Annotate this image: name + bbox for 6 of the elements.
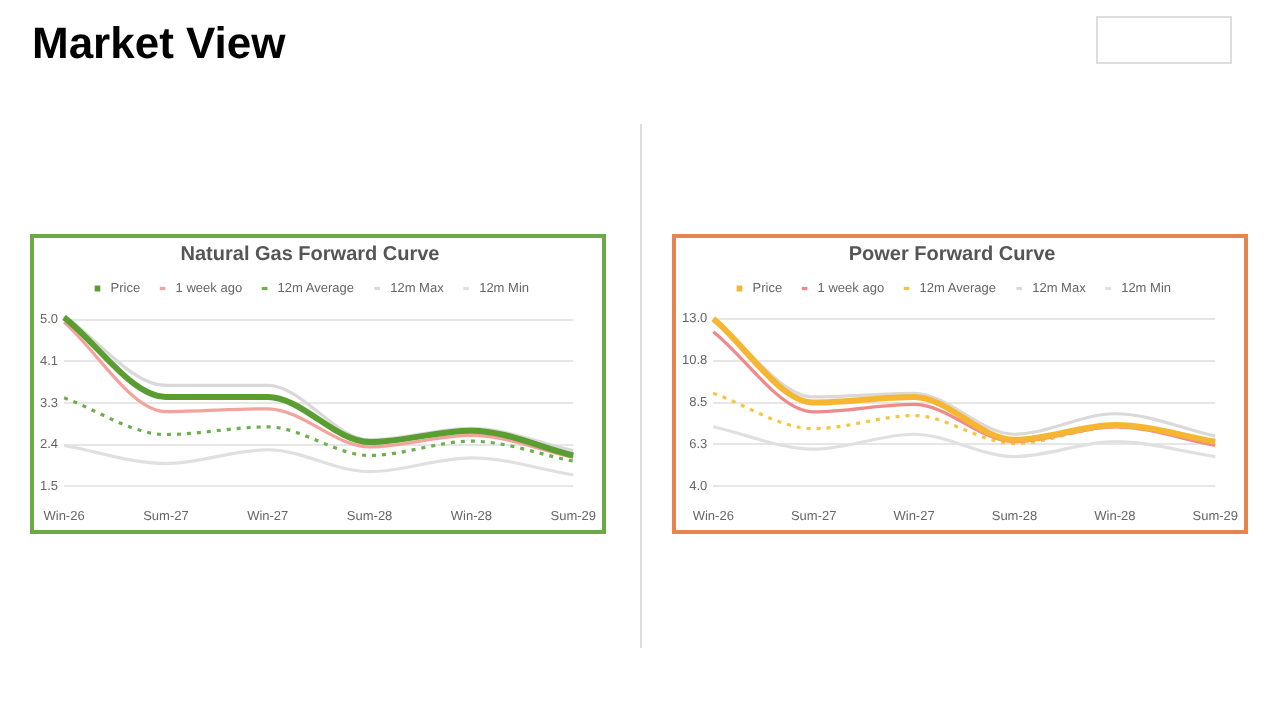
line-series <box>62 443 575 477</box>
line-series <box>62 396 575 463</box>
text: Market View <box>32 18 286 70</box>
line-series <box>711 425 1217 459</box>
chart-title: Power Forward Curve <box>848 243 1057 266</box>
chart-title: Natural Gas Forward Curve <box>180 243 441 266</box>
